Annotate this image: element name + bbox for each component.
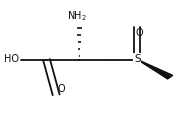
Text: S: S (134, 54, 141, 64)
Text: O: O (57, 84, 65, 94)
Polygon shape (137, 60, 173, 79)
Text: O: O (135, 28, 143, 38)
Text: NH$_2$: NH$_2$ (67, 9, 87, 23)
Text: HO: HO (5, 55, 19, 64)
